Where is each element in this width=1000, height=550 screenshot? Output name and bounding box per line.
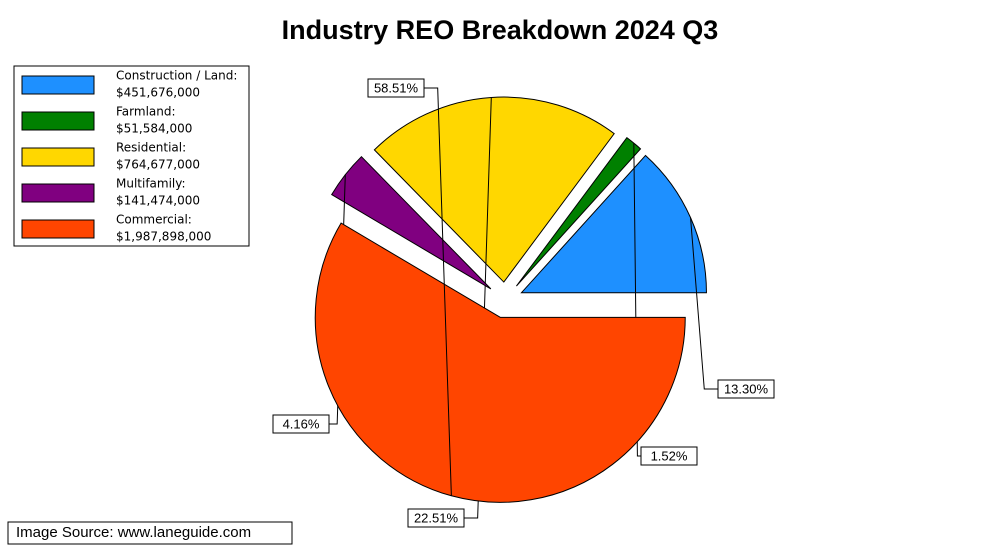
source-box xyxy=(7,521,293,545)
label-box xyxy=(717,379,775,399)
legend-amount: $51,584,000 xyxy=(116,122,192,136)
pie-slice xyxy=(516,136,642,287)
leader-line xyxy=(464,97,492,519)
source-text: Image Source: www.laneguide.com xyxy=(16,524,251,541)
legend-label: Construction / Land: xyxy=(116,69,237,83)
legend-label: Commercial: xyxy=(116,213,192,227)
legend-amount: $451,676,000 xyxy=(116,86,200,100)
chart-title: Industry REO Breakdown 2024 Q3 xyxy=(282,15,719,45)
legend-swatch xyxy=(21,111,95,131)
label-box xyxy=(272,414,330,434)
data-label: 13.30% xyxy=(724,381,769,396)
legend-amount: $1,987,898,000 xyxy=(116,230,211,244)
label-box xyxy=(640,446,698,466)
leader-line xyxy=(690,217,718,390)
legend-amount: $141,474,000 xyxy=(116,194,200,208)
legend-amount: $764,677,000 xyxy=(116,158,200,172)
label-box xyxy=(407,508,465,528)
data-label: 58.51% xyxy=(374,80,419,95)
leader-line xyxy=(633,143,641,457)
legend-label: Farmland: xyxy=(116,105,176,119)
legend-swatch xyxy=(21,183,95,203)
pie-slice xyxy=(373,96,615,283)
data-label: 22.51% xyxy=(414,510,459,525)
data-label: 4.16% xyxy=(283,416,320,431)
legend-label: Multifamily: xyxy=(116,177,186,191)
legend-swatch xyxy=(21,75,95,95)
data-label: 1.52% xyxy=(651,448,688,463)
label-box xyxy=(367,78,425,98)
legend-label: Residential: xyxy=(116,141,186,155)
legend-swatch xyxy=(21,147,95,167)
leader-line xyxy=(424,87,452,496)
legend-swatch xyxy=(21,219,95,239)
